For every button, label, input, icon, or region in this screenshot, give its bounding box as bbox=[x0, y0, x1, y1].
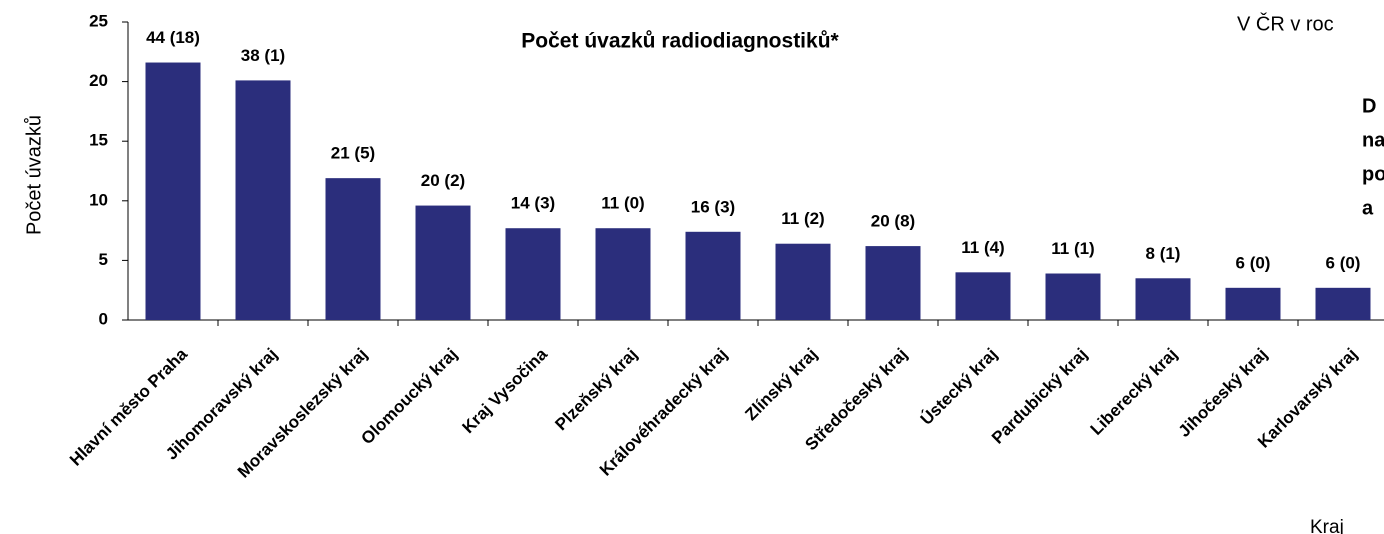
bar-annotation: 6 (0) bbox=[1236, 253, 1271, 272]
note-side: po bbox=[1362, 163, 1384, 185]
bar bbox=[325, 178, 381, 320]
bar bbox=[1135, 278, 1191, 320]
y-tick-label: 0 bbox=[99, 309, 108, 328]
x-tick-label: Karlovarský kraj bbox=[1254, 345, 1361, 452]
y-tick-label: 5 bbox=[99, 250, 108, 269]
note-side: a bbox=[1362, 197, 1374, 219]
x-tick-label: Liberecký kraj bbox=[1087, 345, 1181, 439]
bar bbox=[415, 205, 471, 320]
x-tick-label: Kraj Vysočina bbox=[459, 344, 552, 437]
bar bbox=[865, 246, 921, 320]
bar-annotation: 20 (8) bbox=[871, 212, 915, 231]
bar-annotation: 8 (1) bbox=[1146, 244, 1181, 263]
y-tick-label: 20 bbox=[89, 71, 108, 90]
bar-annotation: 11 (2) bbox=[781, 209, 824, 228]
bar bbox=[505, 228, 561, 320]
bar bbox=[145, 62, 201, 320]
x-tick-label: Plzeňský kraj bbox=[551, 345, 641, 435]
x-tick-label: Ústecký kraj bbox=[917, 345, 1001, 429]
y-axis-label: Počet úvazků bbox=[23, 115, 45, 235]
bar bbox=[1225, 287, 1281, 320]
bar-annotation: 16 (3) bbox=[691, 197, 735, 216]
bar-annotation: 6 (0) bbox=[1326, 253, 1361, 272]
note-top: V ČR v roc bbox=[1237, 12, 1334, 35]
note-side: na bbox=[1362, 129, 1384, 151]
bar-annotation: 20 (2) bbox=[421, 171, 465, 190]
bar-annotation: 11 (0) bbox=[601, 194, 644, 213]
x-tick-label: Pardubický kraj bbox=[988, 345, 1091, 448]
y-tick-label: 25 bbox=[89, 11, 108, 30]
x-tick-label: Zlínský kraj bbox=[741, 345, 821, 425]
note-side: D bbox=[1362, 95, 1376, 117]
bar-annotation: 14 (3) bbox=[511, 194, 555, 213]
bar bbox=[595, 228, 651, 320]
bar-annotation: 11 (4) bbox=[961, 238, 1004, 257]
bar-annotation: 11 (1) bbox=[1051, 239, 1094, 258]
bar-annotation: 38 (1) bbox=[241, 46, 285, 65]
x-tick-label: Jihočeský kraj bbox=[1175, 345, 1271, 441]
chart-title: Počet úvazků radiodiagnostiků* bbox=[521, 30, 839, 53]
x-tick-label: Olomoucký kraj bbox=[357, 345, 461, 449]
bar bbox=[685, 231, 741, 320]
bar bbox=[1045, 273, 1101, 320]
bar bbox=[775, 243, 831, 320]
bar bbox=[1315, 287, 1371, 320]
bar bbox=[955, 272, 1011, 320]
bar bbox=[235, 80, 291, 321]
bar-annotation: 21 (5) bbox=[331, 144, 375, 163]
y-tick-label: 15 bbox=[89, 131, 108, 150]
x-axis-label: Kraj bbox=[1310, 517, 1344, 534]
y-tick-label: 10 bbox=[89, 190, 108, 209]
bar-annotation: 44 (18) bbox=[146, 28, 200, 47]
